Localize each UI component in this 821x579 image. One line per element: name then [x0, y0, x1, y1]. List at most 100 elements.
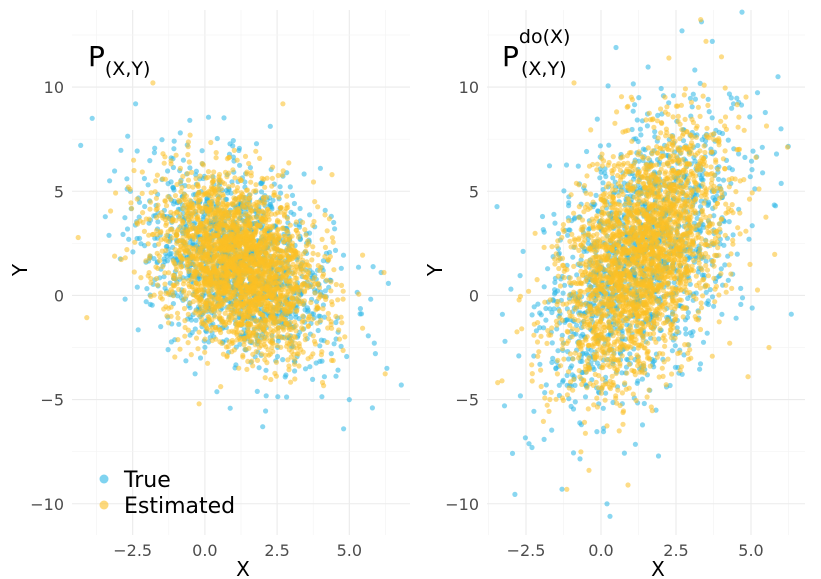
- data-point: [264, 335, 270, 341]
- data-point: [324, 277, 330, 283]
- data-point: [321, 374, 327, 380]
- data-point: [157, 258, 163, 264]
- data-point: [324, 339, 330, 345]
- data-point: [139, 169, 145, 175]
- data-point: [190, 210, 197, 216]
- data-point: [277, 184, 283, 190]
- data-point: [287, 300, 293, 307]
- data-point: [252, 230, 258, 236]
- data-point: [308, 299, 314, 306]
- data-point: [194, 269, 200, 275]
- data-point: [263, 287, 269, 293]
- data-point: [122, 255, 128, 261]
- data-point: [398, 382, 404, 388]
- data-point: [134, 284, 140, 290]
- data-point: [122, 215, 128, 221]
- data-point: [237, 162, 243, 168]
- data-point: [260, 298, 266, 304]
- data-point: [597, 175, 603, 181]
- data-point: [634, 380, 640, 386]
- data-point: [264, 175, 270, 181]
- data-point: [253, 188, 259, 194]
- data-point: [270, 349, 276, 355]
- data-point: [89, 115, 95, 121]
- data-point: [162, 281, 168, 287]
- data-point: [232, 189, 238, 195]
- data-point: [201, 185, 207, 191]
- data-point: [276, 194, 282, 200]
- data-point: [143, 299, 149, 305]
- data-point: [178, 264, 184, 270]
- data-point: [310, 333, 316, 339]
- series-estimated: [75, 80, 388, 407]
- data-point: [180, 219, 186, 225]
- data-point: [187, 165, 193, 171]
- data-point: [291, 200, 297, 207]
- data-point: [234, 157, 240, 163]
- data-point: [339, 320, 345, 326]
- data-point: [570, 450, 577, 456]
- data-point: [197, 229, 203, 235]
- data-point: [335, 367, 341, 373]
- data-point: [168, 250, 174, 256]
- data-point: [271, 238, 277, 244]
- data-point: [248, 291, 254, 297]
- data-point: [179, 184, 185, 191]
- data-point: [274, 353, 281, 360]
- data-point: [333, 373, 339, 379]
- data-point: [672, 343, 678, 349]
- data-point: [177, 270, 183, 276]
- data-point: [227, 141, 233, 147]
- data-point: [319, 236, 325, 242]
- data-point: [218, 296, 224, 302]
- data-point: [185, 177, 192, 183]
- data-point: [185, 340, 191, 346]
- data-point: [163, 237, 169, 243]
- data-point: [282, 208, 288, 215]
- data-point: [286, 363, 292, 369]
- data-point: [310, 250, 316, 256]
- data-point: [171, 283, 177, 289]
- left-y-axis-title: Y: [8, 263, 32, 277]
- data-point: [199, 148, 205, 154]
- data-point: [639, 422, 646, 428]
- data-point: [296, 298, 302, 304]
- data-point: [289, 264, 295, 271]
- data-point: [192, 371, 198, 377]
- data-point: [205, 360, 211, 366]
- data-point: [293, 219, 299, 225]
- data-point: [189, 216, 195, 222]
- data-point: [236, 275, 242, 281]
- data-point: [306, 314, 312, 321]
- data-point: [234, 185, 241, 191]
- data-point: [310, 244, 316, 250]
- data-point: [575, 163, 581, 169]
- data-point: [151, 292, 157, 298]
- data-point: [639, 376, 646, 382]
- data-point: [192, 234, 198, 240]
- data-point: [734, 251, 740, 257]
- data-point: [565, 356, 572, 362]
- data-point: [282, 233, 288, 239]
- data-point: [181, 278, 187, 284]
- data-point: [132, 239, 138, 245]
- data-point: [165, 229, 171, 235]
- data-point: [214, 186, 220, 192]
- data-point: [722, 262, 728, 268]
- data-point: [278, 190, 284, 196]
- y-tick-label: −5: [40, 391, 64, 410]
- data-point: [185, 235, 191, 241]
- data-point: [565, 232, 571, 238]
- data-point: [78, 142, 84, 148]
- data-point: [264, 360, 270, 366]
- data-point: [315, 327, 321, 334]
- data-point: [237, 248, 243, 254]
- data-point: [282, 374, 288, 380]
- data-point: [302, 366, 309, 372]
- data-point: [243, 187, 249, 193]
- data-point: [329, 235, 335, 241]
- data-point: [245, 358, 251, 364]
- data-point: [316, 313, 322, 319]
